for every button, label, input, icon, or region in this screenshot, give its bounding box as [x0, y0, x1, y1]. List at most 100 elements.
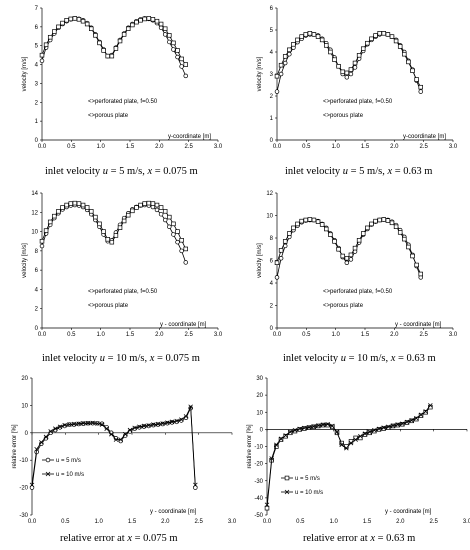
- data-point: [64, 202, 69, 208]
- data-point: [150, 17, 156, 22]
- series-1: [274, 217, 423, 280]
- caption-pre: inlet velocity: [285, 166, 343, 177]
- data-point: [373, 33, 378, 38]
- data-point: [307, 31, 313, 36]
- data-point: [193, 482, 198, 488]
- data-point: [386, 424, 391, 430]
- data-point: [39, 440, 44, 445]
- data-point: [134, 205, 139, 210]
- data-point: [47, 34, 53, 40]
- x-tick-label: 1.5: [361, 332, 370, 338]
- chart-5-caption: relative error at x = 0.075 m: [60, 533, 178, 544]
- data-point: [344, 70, 350, 76]
- data-point: [71, 421, 77, 427]
- data-point: [101, 48, 106, 53]
- x-tick-label: 1.5: [126, 144, 135, 150]
- data-point: [39, 243, 45, 249]
- data-point: [175, 229, 180, 234]
- x-tick-label: 1.5: [361, 144, 370, 150]
- y-tick-label: 4: [35, 287, 39, 293]
- data-point: [162, 32, 168, 37]
- data-point: [165, 420, 170, 425]
- x-tick-label: 0.5: [302, 144, 311, 150]
- data-point: [72, 200, 78, 206]
- data-point: [402, 51, 407, 57]
- x-axis-label: y-coordinate [m]: [168, 134, 211, 140]
- data-point: [160, 421, 165, 426]
- data-point: [288, 429, 293, 435]
- data-point: [409, 418, 414, 423]
- x-tick-label: 0.0: [38, 332, 47, 338]
- legend-label: <>porous plate: [88, 303, 129, 309]
- data-point: [356, 53, 362, 58]
- data-point: [105, 53, 110, 59]
- data-point: [64, 18, 69, 23]
- data-point: [76, 17, 82, 22]
- data-point: [315, 219, 321, 224]
- y-tick-label: 8: [270, 236, 274, 242]
- data-point: [316, 423, 321, 428]
- caption-post: = 0.63 m: [375, 533, 416, 544]
- caption-var2: x: [390, 353, 396, 364]
- data-point: [183, 73, 188, 79]
- data-point: [386, 425, 391, 430]
- data-point: [150, 201, 156, 206]
- chart-4-svg: 0 2 4 6 8 10 12 0.0 0.5 1.0 1.5 2.0 2.5 3.0 y - coordi…: [257, 191, 458, 338]
- data-point: [76, 421, 81, 427]
- data-point: [311, 32, 317, 37]
- data-point: [303, 32, 308, 37]
- caption-post: = 0.075 m: [152, 166, 198, 177]
- data-point: [121, 218, 127, 224]
- data-point: [311, 217, 317, 223]
- data-point: [336, 246, 341, 252]
- legend-label: <>perforated plate, f=0.50: [88, 99, 158, 105]
- data-point: [291, 42, 296, 47]
- y-tick-label: 0: [270, 138, 274, 144]
- legend-label: <>perforated plate, f=0.50: [88, 289, 158, 295]
- x-tick-label: 2.5: [184, 144, 193, 150]
- y-tick-label: 14: [31, 191, 38, 197]
- y-tick-label: 2: [35, 307, 39, 313]
- data-point: [336, 64, 341, 69]
- legend-swatch-marker: [45, 457, 51, 463]
- chart-5-svg: -30 -20 -10 0 10 20 0.0 0.5 1.0 1.5 2.0 2.5 3.0 y - c…: [12, 376, 237, 525]
- data-point: [287, 47, 292, 53]
- x-tick-label: 2.5: [194, 519, 203, 525]
- caption-var1: u: [102, 166, 108, 177]
- y-tick-label: -30: [254, 479, 263, 485]
- data-point: [162, 217, 168, 223]
- y-axis-label: relative error [%]: [247, 424, 253, 468]
- data-point: [146, 16, 152, 21]
- data-point: [158, 21, 164, 27]
- data-point: [381, 217, 387, 222]
- x-tick-label: 0.5: [67, 144, 76, 150]
- x-tick-label: 3.0: [449, 332, 458, 338]
- x-tick-label: 0.5: [61, 519, 70, 525]
- data-point: [365, 225, 370, 231]
- x-tick-label: 2.0: [161, 519, 170, 525]
- data-point: [93, 33, 98, 38]
- data-point: [356, 237, 362, 243]
- data-point: [372, 427, 377, 433]
- data-point: [104, 426, 109, 431]
- series-2: [264, 403, 433, 508]
- y-tick-label: -40: [254, 496, 263, 502]
- x-tick-label: 1.0: [96, 332, 105, 338]
- x-tick-label: 2.5: [419, 332, 428, 338]
- y-tick-label: 3: [270, 72, 274, 78]
- x-tick-label: 1.5: [363, 519, 372, 525]
- y-tick-label: 20: [21, 376, 28, 382]
- data-point: [328, 49, 333, 55]
- data-point: [137, 424, 142, 430]
- series-line: [276, 218, 422, 278]
- legend-label: <>porous plate: [88, 113, 129, 119]
- data-point: [99, 422, 105, 427]
- data-point: [393, 224, 399, 229]
- data-point: [348, 71, 354, 77]
- data-point: [299, 218, 304, 224]
- series-2: [39, 200, 188, 252]
- caption-post: = 0.63 m: [392, 166, 433, 177]
- data-point: [43, 228, 49, 233]
- data-point: [162, 209, 168, 214]
- data-point: [142, 16, 147, 22]
